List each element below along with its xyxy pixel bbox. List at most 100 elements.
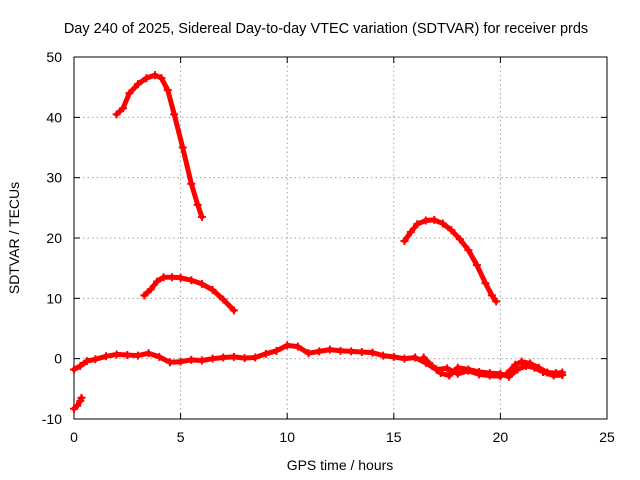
x-tick-label: 15 xyxy=(386,429,402,445)
y-tick-label: 30 xyxy=(46,170,62,186)
data-point xyxy=(82,357,91,366)
data-point xyxy=(229,352,238,361)
data-point xyxy=(443,364,452,373)
data-point xyxy=(406,227,415,236)
x-tick-label: 25 xyxy=(599,429,615,445)
data-point xyxy=(176,357,185,366)
data-point xyxy=(421,216,430,225)
x-tick-label: 0 xyxy=(70,429,78,445)
data-point xyxy=(430,215,439,224)
data-point xyxy=(419,353,428,362)
data-point xyxy=(389,352,398,361)
data-point xyxy=(315,347,324,356)
data-point xyxy=(163,86,172,95)
data-point xyxy=(144,349,153,358)
data-point xyxy=(133,351,142,360)
data-point xyxy=(496,369,505,378)
x-tick-label: 20 xyxy=(493,429,509,445)
data-point xyxy=(153,277,162,286)
data-point xyxy=(513,365,522,374)
data-point xyxy=(261,349,270,358)
data-point xyxy=(193,200,202,209)
y-axis-label: SDTVAR / TECUs xyxy=(6,182,22,294)
y-tick-labels: -10 0 10 20 30 40 50 xyxy=(42,49,62,427)
x-tick-label: 10 xyxy=(279,429,295,445)
data-point xyxy=(521,361,530,370)
data-point xyxy=(157,74,166,83)
data-point xyxy=(91,355,100,364)
tick-marks xyxy=(73,56,608,420)
data-point xyxy=(197,212,206,221)
series-arc-4 xyxy=(70,393,86,413)
data-point xyxy=(558,370,567,379)
data-point xyxy=(187,355,196,364)
data-point xyxy=(436,369,445,378)
data-point xyxy=(438,219,447,228)
data-point xyxy=(251,353,260,362)
data-point xyxy=(219,353,228,362)
data-point xyxy=(73,401,82,410)
x-tick-labels: 0 5 10 15 20 25 xyxy=(70,429,615,445)
data-point xyxy=(146,285,155,294)
data-point xyxy=(325,345,334,354)
data-point xyxy=(492,297,501,306)
series-arc-2 xyxy=(140,273,238,315)
data-point xyxy=(155,352,164,361)
data-point xyxy=(165,358,174,367)
series-line xyxy=(421,355,565,380)
data-point xyxy=(208,354,217,363)
data-point xyxy=(530,363,539,372)
data-point xyxy=(411,353,420,362)
data-point xyxy=(481,279,490,288)
series-arc-6 xyxy=(419,353,567,381)
data-point xyxy=(453,363,462,372)
data-point xyxy=(229,306,238,315)
data-point xyxy=(77,393,86,402)
data-point xyxy=(347,347,356,356)
data-point xyxy=(293,342,302,351)
chart-title: Day 240 of 2025, Sidereal Day-to-day VTE… xyxy=(64,21,588,37)
data-point xyxy=(170,110,179,119)
data-point xyxy=(511,360,520,369)
data-point xyxy=(357,348,366,357)
data-point xyxy=(159,273,168,282)
data-point xyxy=(379,351,388,360)
data-point xyxy=(112,350,121,359)
data-point xyxy=(504,372,513,381)
data-point xyxy=(283,341,292,350)
data-point xyxy=(197,356,206,365)
data-point xyxy=(176,273,185,282)
data-point xyxy=(125,89,134,98)
data-point xyxy=(112,110,121,119)
data-point xyxy=(70,365,78,374)
data-point xyxy=(445,371,454,380)
y-tick-label: 50 xyxy=(46,49,62,65)
data-point xyxy=(123,351,132,360)
data-point xyxy=(517,357,526,366)
series-arc-5 xyxy=(70,341,567,381)
data-point xyxy=(336,346,345,355)
data-point xyxy=(539,367,548,376)
data-point xyxy=(187,276,196,285)
data-point xyxy=(400,237,409,246)
data-point xyxy=(240,354,249,363)
y-tick-label: 40 xyxy=(46,109,62,125)
data-point xyxy=(447,226,456,235)
y-tick-label: 10 xyxy=(46,290,62,306)
data-point xyxy=(76,361,85,370)
data-point xyxy=(197,279,206,288)
data-point xyxy=(119,104,128,113)
data-point xyxy=(151,71,160,80)
series-arc-3 xyxy=(400,215,501,306)
data-point xyxy=(140,291,149,300)
data-point xyxy=(428,361,437,370)
data-point xyxy=(272,346,281,355)
data-point xyxy=(400,354,409,363)
x-tick-label: 5 xyxy=(177,429,185,445)
data-point xyxy=(549,371,558,380)
data-point xyxy=(133,80,142,89)
series-line xyxy=(402,217,499,304)
data-point xyxy=(101,352,110,361)
data-point xyxy=(142,74,151,83)
